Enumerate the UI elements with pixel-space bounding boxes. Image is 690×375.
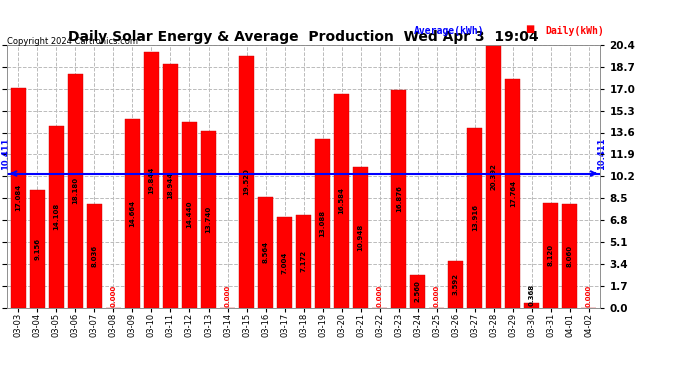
- Bar: [448, 261, 464, 308]
- Bar: [353, 166, 368, 308]
- Text: 0.000: 0.000: [586, 285, 592, 307]
- Text: 17.764: 17.764: [510, 180, 516, 207]
- Text: 18.944: 18.944: [168, 172, 173, 199]
- Text: ■: ■: [526, 24, 535, 34]
- Bar: [30, 190, 45, 308]
- Text: 17.084: 17.084: [15, 184, 21, 211]
- Bar: [11, 88, 26, 308]
- Text: 16.584: 16.584: [339, 187, 344, 214]
- Text: 18.180: 18.180: [72, 177, 79, 204]
- Bar: [334, 94, 349, 308]
- Text: 9.156: 9.156: [34, 238, 40, 260]
- Text: 20.392: 20.392: [491, 163, 497, 190]
- Text: 0.000: 0.000: [377, 285, 383, 307]
- Text: 8.120: 8.120: [548, 244, 554, 266]
- Text: Daily(kWh): Daily(kWh): [545, 26, 604, 36]
- Text: 10.948: 10.948: [357, 224, 364, 251]
- Bar: [296, 215, 311, 308]
- Text: 10.411: 10.411: [1, 137, 10, 170]
- Text: 13.088: 13.088: [319, 210, 326, 237]
- Bar: [315, 139, 331, 308]
- Bar: [391, 90, 406, 308]
- Text: 0.000: 0.000: [110, 285, 117, 307]
- Text: 7.172: 7.172: [301, 250, 306, 272]
- Bar: [543, 203, 558, 308]
- Bar: [505, 79, 520, 308]
- Text: 7.004: 7.004: [282, 251, 288, 274]
- Text: 16.876: 16.876: [395, 186, 402, 212]
- Bar: [277, 217, 292, 308]
- Bar: [49, 126, 64, 308]
- Bar: [524, 303, 540, 307]
- Text: 14.664: 14.664: [130, 200, 135, 227]
- Bar: [68, 74, 83, 308]
- Title: Daily Solar Energy & Average  Production  Wed Apr 3  19:04: Daily Solar Energy & Average Production …: [68, 30, 539, 44]
- Text: 14.440: 14.440: [186, 201, 193, 228]
- Text: 0.000: 0.000: [434, 285, 440, 307]
- Text: 10.411: 10.411: [597, 137, 606, 170]
- Text: 0.000: 0.000: [224, 285, 230, 307]
- Text: 13.740: 13.740: [206, 206, 212, 233]
- Bar: [562, 204, 578, 308]
- Text: 8.060: 8.060: [567, 244, 573, 267]
- Bar: [201, 131, 216, 308]
- Bar: [144, 52, 159, 308]
- Text: 0.368: 0.368: [529, 284, 535, 306]
- Bar: [182, 122, 197, 308]
- Text: 8.564: 8.564: [263, 242, 268, 264]
- Text: 3.592: 3.592: [453, 273, 459, 296]
- Text: Copyright 2024 Cartronics.com: Copyright 2024 Cartronics.com: [7, 38, 138, 46]
- Bar: [410, 274, 425, 308]
- Bar: [239, 56, 254, 308]
- Text: 2.560: 2.560: [415, 280, 421, 302]
- Bar: [486, 45, 502, 308]
- Text: 8.036: 8.036: [91, 245, 97, 267]
- Bar: [125, 119, 140, 308]
- Bar: [87, 204, 102, 308]
- Bar: [467, 128, 482, 308]
- Text: 14.108: 14.108: [53, 203, 59, 230]
- Bar: [258, 197, 273, 308]
- Bar: [163, 64, 178, 308]
- Text: 19.844: 19.844: [148, 166, 155, 194]
- Text: Average(kWh): Average(kWh): [414, 26, 484, 36]
- Text: 19.520: 19.520: [244, 168, 250, 195]
- Text: 13.916: 13.916: [472, 204, 477, 231]
